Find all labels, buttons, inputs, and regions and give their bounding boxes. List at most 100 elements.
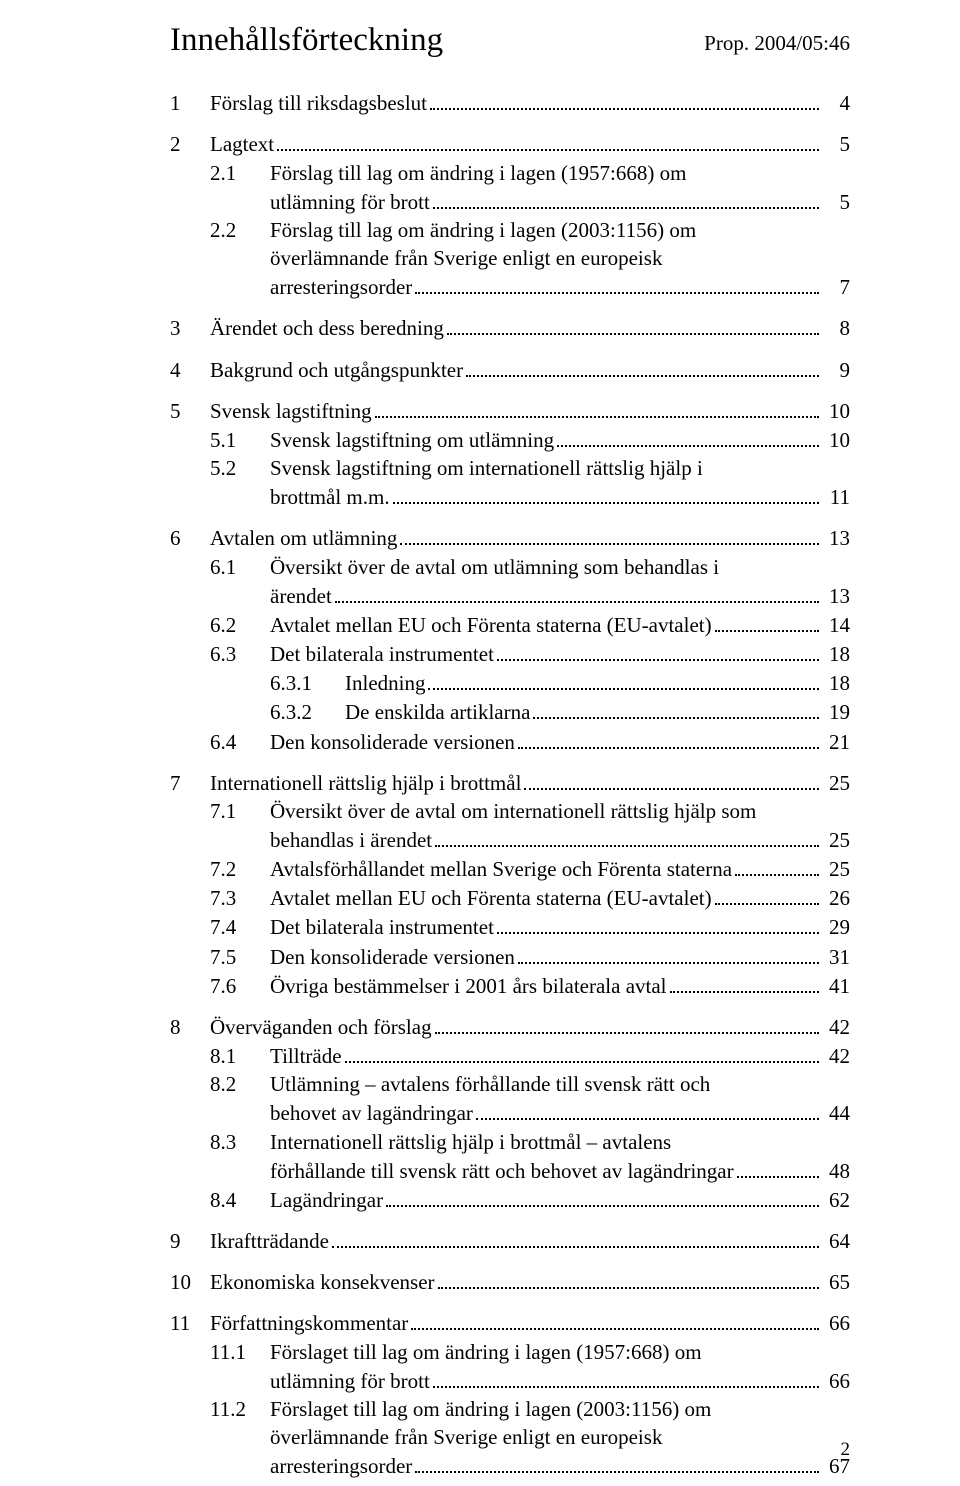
toc-number: 11.1 xyxy=(210,1339,270,1365)
toc-leader xyxy=(670,972,819,993)
toc-page: 4 xyxy=(822,90,850,116)
toc-line: behovet av lagändringar 44 xyxy=(170,1100,850,1127)
toc-leader xyxy=(415,273,819,294)
toc-page: 19 xyxy=(822,699,850,725)
toc-leader xyxy=(433,1367,819,1388)
toc-leader xyxy=(533,698,819,719)
toc-text: överlämnande från Sverige enligt en euro… xyxy=(270,245,662,271)
toc-line: 6.3.1Inledning 18 xyxy=(170,669,850,696)
toc-number: 8.4 xyxy=(210,1187,270,1213)
toc-line: arresteringsorder7 xyxy=(170,273,850,300)
toc-text: Inledning xyxy=(345,670,425,696)
toc-page: 7 xyxy=(822,274,850,300)
toc-line: 5Svensk lagstiftning10 xyxy=(170,397,850,424)
toc-page: 5 xyxy=(822,131,850,157)
toc-number: 8.1 xyxy=(210,1043,270,1069)
toc-line: förhållande till svensk rätt och behovet… xyxy=(170,1157,850,1184)
toc-text: utlämning för brott xyxy=(270,189,430,215)
toc-text: Förslaget till lag om ändring i lagen (2… xyxy=(270,1396,711,1422)
toc-page: 31 xyxy=(822,944,850,970)
toc-page: 26 xyxy=(822,885,850,911)
toc-text: Ikraftträdande xyxy=(210,1228,329,1254)
toc-leader xyxy=(735,855,819,876)
toc-line: brottmål m.m.11 xyxy=(170,483,850,510)
toc-text: Förslag till lag om ändring i lagen (195… xyxy=(270,160,686,186)
toc-line: 6.3Det bilaterala instrumentet18 xyxy=(170,640,850,667)
toc-leader xyxy=(375,397,819,418)
toc-line: arresteringsorder67 xyxy=(170,1453,850,1480)
toc-leader xyxy=(715,884,819,905)
toc-line: 7.3Avtalet mellan EU och Förenta statern… xyxy=(170,884,850,911)
toc-number: 3 xyxy=(170,315,210,341)
toc-line: 11Författningskommentar66 xyxy=(170,1309,850,1336)
toc-line: 6Avtalen om utlämning13 xyxy=(170,525,850,552)
toc-number: 1 xyxy=(170,90,210,116)
toc-line: 7.1Översikt över de avtal om internation… xyxy=(170,798,850,824)
toc-text: ärendet xyxy=(270,583,332,609)
toc-text: utlämning för brott xyxy=(270,1368,430,1394)
toc-text: Internationell rättslig hjälp i brottmål… xyxy=(270,1129,671,1155)
toc-leader xyxy=(518,943,819,964)
toc-line: 8Överväganden och förslag42 xyxy=(170,1013,850,1040)
toc-text: Svensk lagstiftning om internationell rä… xyxy=(270,455,703,481)
toc-number: 2 xyxy=(170,131,210,157)
toc-line: överlämnande från Sverige enligt en euro… xyxy=(170,245,850,271)
toc-page: 25 xyxy=(822,770,850,796)
toc-number: 6.4 xyxy=(210,729,270,755)
toc-text: behovet av lagändringar xyxy=(270,1100,473,1126)
toc-text: Den konsoliderade versionen xyxy=(270,944,515,970)
toc-page: 10 xyxy=(822,427,850,453)
toc-text: Översikt över de avtal om utlämning som … xyxy=(270,554,719,580)
toc-page: 66 xyxy=(822,1310,850,1336)
toc-number: 7.5 xyxy=(210,944,270,970)
toc-number: 10 xyxy=(170,1269,210,1295)
toc-page: 10 xyxy=(822,398,850,424)
toc-number: 9 xyxy=(170,1228,210,1254)
toc-number: 6.3.2 xyxy=(270,699,345,725)
toc-leader xyxy=(715,611,819,632)
toc-page: 42 xyxy=(822,1043,850,1069)
toc-line: 6.3.2De enskilda artiklarna19 xyxy=(170,698,850,725)
toc-page: 44 xyxy=(822,1100,850,1126)
toc-line: 2Lagtext5 xyxy=(170,130,850,157)
toc-text: Tillträde xyxy=(270,1043,342,1069)
toc-number: 5.2 xyxy=(210,455,270,481)
toc-page: 41 xyxy=(822,973,850,999)
toc-line: 7.6Övriga bestämmelser i 2001 års bilate… xyxy=(170,972,850,999)
toc-line: 8.3Internationell rättslig hjälp i brott… xyxy=(170,1129,850,1155)
toc-number: 2.2 xyxy=(210,217,270,243)
toc-text: Avtalsförhållandet mellan Sverige och Fö… xyxy=(270,856,732,882)
prop-label: Prop. 2004/05:46 xyxy=(704,30,850,56)
toc-line: 8.2Utlämning – avtalens förhållande till… xyxy=(170,1071,850,1097)
toc-leader xyxy=(497,914,819,935)
toc-number: 7.1 xyxy=(210,798,270,824)
toc-line: 8.4Lagändringar62 xyxy=(170,1186,850,1213)
toc-line: 3Ärendet och dess beredning8 xyxy=(170,315,850,342)
toc-page: 29 xyxy=(822,914,850,940)
toc-number: 6.2 xyxy=(210,612,270,638)
toc-text: Ekonomiska konsekvenser xyxy=(210,1269,435,1295)
toc-text: Bakgrund och utgångspunkter xyxy=(210,357,463,383)
toc-text: Avtalet mellan EU och Förenta staterna (… xyxy=(270,612,712,638)
toc-page: 18 xyxy=(822,641,850,667)
toc-number: 8 xyxy=(170,1014,210,1040)
toc-text: Översikt över de avtal om internationell… xyxy=(270,798,756,824)
toc-page: 18 xyxy=(822,670,850,696)
toc-text: Lagändringar xyxy=(270,1187,383,1213)
toc-text: arresteringsorder xyxy=(270,1453,412,1479)
toc-page: 25 xyxy=(822,827,850,853)
toc-text: Avtalen om utlämning xyxy=(210,525,397,551)
toc-text: Svensk lagstiftning om utlämning xyxy=(270,427,554,453)
toc-text: Förslaget till lag om ändring i lagen (1… xyxy=(270,1339,702,1365)
toc-page: 64 xyxy=(822,1228,850,1254)
toc-number: 6.3.1 xyxy=(270,670,345,696)
toc-leader xyxy=(557,426,819,447)
toc-line: 9Ikraftträdande 64 xyxy=(170,1227,850,1254)
toc-line: 7.2Avtalsförhållandet mellan Sverige och… xyxy=(170,855,850,882)
toc-leader xyxy=(415,1453,819,1474)
toc-title: Innehållsförteckning xyxy=(170,20,443,61)
toc-page: 48 xyxy=(822,1158,850,1184)
toc-number: 8.2 xyxy=(210,1071,270,1097)
toc-leader xyxy=(524,769,819,790)
toc-line: 1Förslag till riksdagsbeslut4 xyxy=(170,89,850,116)
